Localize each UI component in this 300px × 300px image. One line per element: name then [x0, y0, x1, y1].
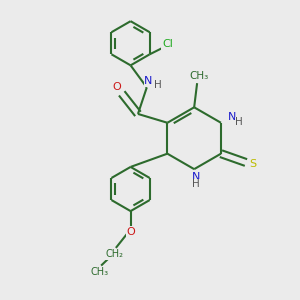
Text: N: N [191, 172, 200, 182]
Text: N: N [144, 76, 152, 86]
Text: Cl: Cl [162, 39, 173, 49]
Text: H: H [192, 179, 200, 190]
Text: O: O [126, 227, 135, 237]
Text: N: N [228, 112, 236, 122]
Text: CH₃: CH₃ [189, 71, 208, 81]
Text: H: H [235, 117, 243, 127]
Text: CH₂: CH₂ [105, 249, 123, 260]
Text: S: S [249, 159, 256, 169]
Text: H: H [154, 80, 162, 90]
Text: O: O [112, 82, 121, 92]
Text: CH₃: CH₃ [91, 267, 109, 277]
